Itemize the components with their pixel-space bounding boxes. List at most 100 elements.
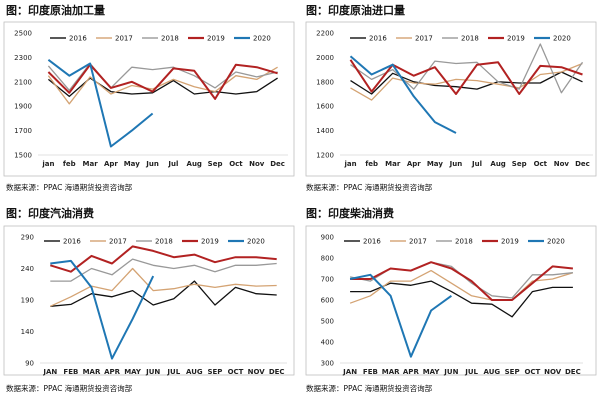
x-tick-label: AUG bbox=[186, 368, 203, 376]
y-tick-label: 600 bbox=[321, 297, 334, 305]
y-tick-label: 2100 bbox=[14, 78, 32, 86]
legend-label-2020: 2020 bbox=[553, 35, 571, 43]
legend-label-2020: 2020 bbox=[253, 35, 271, 43]
x-tick-label: JAN bbox=[42, 368, 57, 376]
chart-title: 图：印度柴油消费 bbox=[306, 206, 394, 220]
chart-title: 图：印度原油进口量 bbox=[306, 3, 405, 17]
y-tick-label: 300 bbox=[321, 360, 334, 368]
chart-panel-crude-imports: 图：印度原油进口量 1200 1400 1600 1800 2000 2200 jan feb M… bbox=[300, 0, 600, 204]
x-tick-label: OCT bbox=[524, 368, 540, 376]
series-line-2019 bbox=[50, 245, 277, 273]
y-tick-label: 1900 bbox=[14, 103, 32, 111]
x-tick-label: SEP bbox=[207, 368, 222, 376]
x-tick-label: Sep bbox=[512, 160, 527, 168]
series-line-2020 bbox=[50, 259, 155, 360]
chart-crude-processing: 图：印度原油加工量 1500 1700 1900 2100 2300 2500 jan feb M… bbox=[3, 3, 295, 192]
chart-source: 数据来源：PPAC 海通期货投资咨询部 bbox=[6, 182, 133, 192]
y-tick-label: 1700 bbox=[14, 127, 32, 135]
y-tick-label: 2000 bbox=[316, 54, 334, 62]
x-tick-label: SEP bbox=[505, 368, 520, 376]
series-line-2018 bbox=[350, 43, 584, 94]
y-tick-label: 190 bbox=[21, 297, 34, 305]
legend-label-2018: 2018 bbox=[161, 35, 179, 43]
chart-source: 数据来源：PPAC 海通期货投资咨询部 bbox=[306, 383, 433, 393]
chart-crude-imports: 图：印度原油进口量 1200 1400 1600 1800 2000 2200 jan feb M… bbox=[305, 3, 597, 192]
x-tick-label: APR bbox=[403, 368, 420, 376]
x-tick-label: MAY bbox=[124, 368, 142, 376]
x-tick-label: Oct bbox=[534, 160, 548, 168]
x-tick-label: OCT bbox=[228, 368, 244, 376]
x-tick-label: Nov bbox=[554, 160, 570, 168]
series-line-2018 bbox=[50, 258, 277, 282]
legend-label-2018: 2018 bbox=[461, 35, 479, 43]
x-tick-label: DEC bbox=[269, 368, 285, 376]
y-tick-label: 500 bbox=[321, 318, 334, 326]
x-tick-label: Nov bbox=[249, 160, 265, 168]
legend-label-2016: 2016 bbox=[369, 35, 387, 43]
y-tick-label: 1500 bbox=[14, 152, 32, 160]
x-tick-label: JUL bbox=[166, 368, 180, 376]
y-tick-label: 1400 bbox=[316, 127, 334, 135]
y-tick-label: 2200 bbox=[316, 30, 334, 38]
legend-label-2019: 2019 bbox=[501, 238, 519, 246]
chart-frame bbox=[3, 21, 295, 177]
x-tick-label: Jul bbox=[471, 160, 482, 168]
legend-label-2017: 2017 bbox=[409, 238, 427, 246]
x-tick-label: Dec bbox=[270, 160, 285, 168]
x-tick-label: Apr bbox=[407, 160, 421, 168]
y-tick-label: 2300 bbox=[14, 54, 32, 62]
x-tick-label: AUG bbox=[484, 368, 501, 376]
series-line-2020 bbox=[349, 55, 457, 134]
x-tick-label: JAN bbox=[342, 368, 357, 376]
x-tick-label: MAR bbox=[83, 368, 101, 376]
legend-label-2016: 2016 bbox=[69, 35, 87, 43]
x-tick-label: NOV bbox=[248, 368, 266, 376]
legend-label-2020: 2020 bbox=[547, 238, 565, 246]
chart-source: 数据来源：PPAC 海通期货投资咨询部 bbox=[306, 182, 433, 192]
y-tick-label: 1600 bbox=[316, 103, 334, 111]
x-tick-label: May bbox=[124, 160, 140, 168]
x-tick-label: MAR bbox=[382, 368, 400, 376]
chart-source: 数据来源：PPAC 海通期货投资咨询部 bbox=[6, 383, 133, 393]
series-line-2017 bbox=[47, 66, 278, 105]
y-tick-label: 140 bbox=[21, 328, 34, 336]
y-tick-label: 800 bbox=[321, 255, 334, 263]
x-tick-label: Apr bbox=[104, 160, 118, 168]
x-tick-label: Mar bbox=[83, 160, 99, 168]
x-tick-label: Jul bbox=[167, 160, 178, 168]
x-tick-label: MAY bbox=[423, 368, 441, 376]
legend-label-2019: 2019 bbox=[201, 238, 219, 246]
legend-label-2019: 2019 bbox=[507, 35, 525, 43]
x-tick-label: jan bbox=[343, 160, 356, 168]
series-line-2020 bbox=[349, 273, 452, 358]
x-tick-label: Aug bbox=[187, 160, 202, 168]
series-line-2019 bbox=[350, 261, 574, 301]
legend-label-2018: 2018 bbox=[155, 238, 173, 246]
series-line-2019 bbox=[47, 63, 278, 100]
x-tick-label: Dec bbox=[575, 160, 590, 168]
legend-label-2016: 2016 bbox=[63, 238, 81, 246]
y-tick-label: 400 bbox=[321, 339, 334, 347]
chart-frame bbox=[3, 225, 295, 376]
x-tick-label: JUN bbox=[145, 368, 160, 376]
legend-label-2017: 2017 bbox=[109, 238, 127, 246]
series-line-2017 bbox=[50, 267, 277, 307]
x-tick-label: Oct bbox=[229, 160, 243, 168]
chart-gasoline-consumption: 图：印度汽油消费 90 140 190 240 290 JAN FEB MAR APR MAY JUN… bbox=[3, 206, 295, 393]
x-tick-label: JUN bbox=[443, 368, 458, 376]
x-tick-label: feb bbox=[365, 160, 378, 168]
chart-panel-diesel-consumption: 图：印度柴油消费 300 400 500 600 700 800 900 JAN FEB MAR AP… bbox=[300, 205, 600, 409]
series-line-2016 bbox=[50, 280, 277, 307]
series-line-2020 bbox=[47, 59, 154, 148]
chart-panel-crude-processing: 图：印度原油加工量 1500 1700 1900 2100 2300 2500 jan feb M… bbox=[0, 0, 300, 204]
series-line-2016 bbox=[350, 71, 583, 95]
y-tick-label: 290 bbox=[21, 234, 34, 242]
legend-label-2017: 2017 bbox=[115, 35, 133, 43]
legend-label-2020: 2020 bbox=[247, 238, 265, 246]
x-tick-label: jan bbox=[41, 160, 54, 168]
legend-label-2016: 2016 bbox=[363, 238, 381, 246]
y-tick-label: 90 bbox=[25, 360, 34, 368]
y-tick-label: 1800 bbox=[316, 78, 334, 86]
chart-frame bbox=[305, 225, 597, 376]
x-tick-label: Jun bbox=[449, 160, 463, 168]
